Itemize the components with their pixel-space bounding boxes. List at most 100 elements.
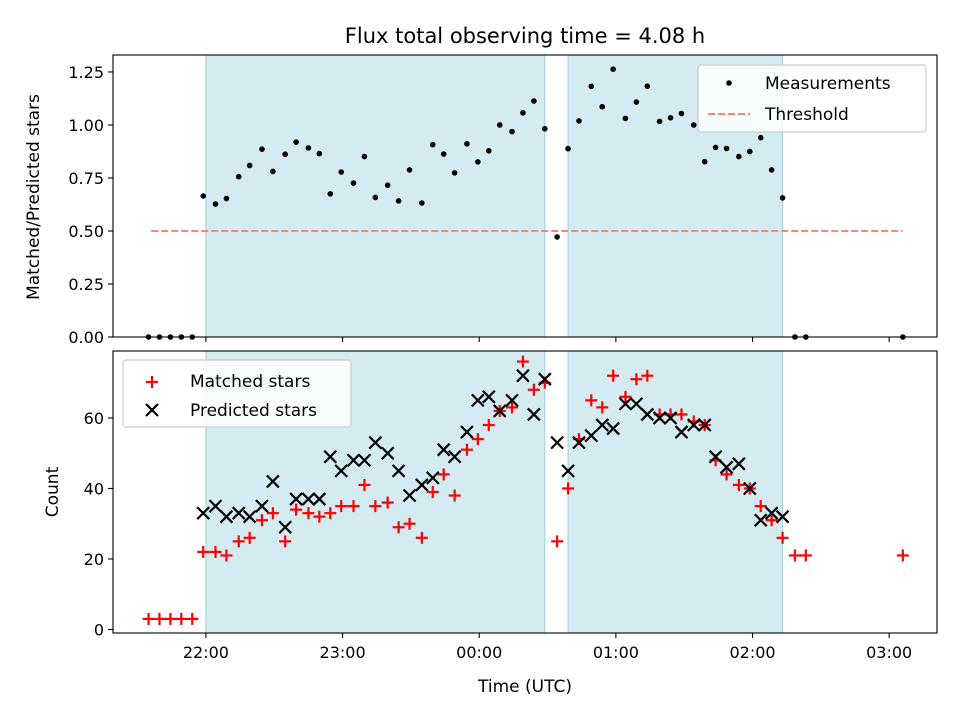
matched-star-point [788,549,801,562]
measurement-points [145,66,906,340]
matched-star-point [596,401,609,414]
matched-star-point [186,612,199,625]
predicted-star-point [618,397,633,411]
predicted-star-point [323,449,338,464]
predicted-star-point [753,513,768,527]
predicted-star-point [471,393,485,408]
matched-star-point [175,612,188,625]
measurement-point [440,151,447,157]
bottom-legend-box [122,359,352,428]
predicted-star-point [516,368,530,383]
predicted-star-point [505,393,519,408]
predicted-star-point [482,390,496,404]
top-ytick-label: 0.75 [68,169,104,188]
measurement-point [656,118,663,125]
predicted-star-point [764,506,779,520]
predicted-star-point [572,435,586,450]
predicted-star-point [368,435,383,450]
matched-star-point [426,486,439,498]
matched-star-point [164,612,177,625]
measurement-point [212,201,219,207]
bottom-ytick-label: 40 [84,479,104,498]
bottom-xtick-label: 03:00 [866,643,912,662]
legend-marker-matched-stars [146,376,158,388]
measurement-point [576,118,582,124]
matched-star-point [220,549,233,562]
bottom-panel-axes: 0 20 40 60 22:00 23:00 00:00 01:00 02:00 03:00 [84,350,938,662]
legend-label-predicted-stars: Predicted stars [190,401,317,421]
matched-star-point [641,369,654,382]
matched-star-point [460,443,473,456]
measurement-point [701,158,708,165]
measurement-point [475,159,481,165]
measurement-point [496,122,503,128]
measurement-point [678,110,685,117]
bottom-ytick-label: 20 [84,550,104,569]
measurement-point [622,115,629,122]
measurement-point [746,148,753,155]
top-panel: 0.00 0.25 0.50 0.75 1.00 1.25 Flux total obse… [24,24,938,347]
predicted-star-point [219,509,234,524]
top-ytick-label: 0.25 [68,275,104,294]
matched-star-point [279,535,292,548]
matched-star-point [437,468,450,481]
predicted-star-point [447,449,462,464]
measurement-point [736,153,742,160]
predicted-star-point [415,478,429,492]
bottom-legend: Matched stars Predicted stars [122,359,352,428]
predicted-star-point [550,435,564,450]
matched-star-point [516,355,529,368]
predicted-star-point [492,404,507,418]
top-y-axis-label: Matched/Predicted stars [24,94,44,300]
predicted-star-point [775,509,790,524]
bottom-ytick-label: 60 [84,409,104,428]
measurement-point [779,195,786,201]
predicted-star-point [595,418,609,432]
matched-star-point [562,482,575,495]
predicted-star-point [425,471,440,485]
matched-star-point [209,545,222,558]
legend-marker-predicted-stars [145,403,159,417]
predicted-star-point [732,457,746,471]
predicted-star-point [231,506,246,520]
measurement-point [542,125,548,132]
predicted-star-point [391,464,406,478]
bottom-y-axis-label: Count [43,466,63,517]
top-ytick-label: 0.00 [68,328,104,347]
matched-star-point [381,496,394,509]
measurement-point [200,193,206,199]
measurement-point [384,182,391,188]
matched-star-point [142,612,155,625]
top-panel-shading [205,54,784,338]
predicted-star-point [346,453,361,468]
predicted-star-point [719,460,734,475]
bottom-xtick-label: 22:00 [183,643,229,662]
predicted-star-point [584,428,599,443]
matched-star-point [197,545,210,558]
predicted-star-point [460,425,474,439]
predicted-star-point [255,499,269,513]
top-ytick-label: 0.50 [68,222,104,241]
x-axis-label: Time (UTC) [477,677,572,697]
matched-star-point [585,394,598,407]
predicted-star-point [663,411,678,425]
matched-star-point [232,535,245,548]
measurement-point [223,195,230,202]
bottom-ytick-label: 0 [94,620,104,639]
predicted-star-point [629,397,644,411]
predicted-star-point [708,449,723,464]
predicted-star-point [289,492,303,506]
matched-star-point [266,507,279,520]
measurement-point [667,114,674,121]
matched-star-point [896,549,909,562]
measurement-point [712,144,719,151]
matched-star-point [302,507,315,520]
matched-star-point [732,478,745,491]
measurement-point [259,146,265,152]
matched-star-point [527,383,540,396]
matched-star-point [482,419,495,432]
predicted-stars-points [196,368,790,535]
matched-star-point [153,612,166,625]
matched-star-point [754,500,767,513]
measurement-point [406,167,413,173]
